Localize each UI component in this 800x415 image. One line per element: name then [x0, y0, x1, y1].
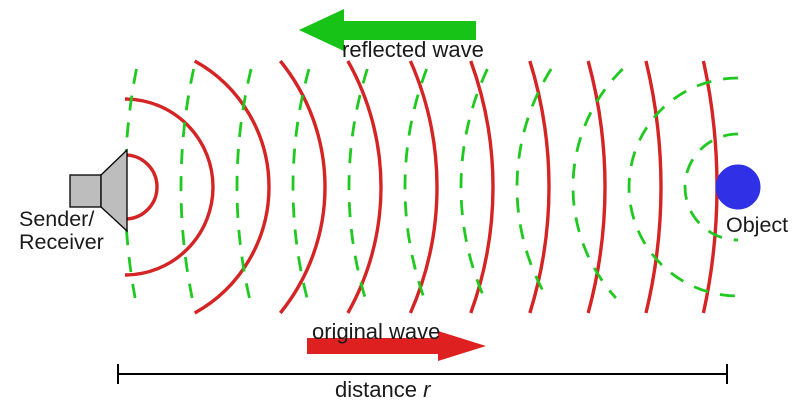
svg-text:Receiver: Receiver — [19, 230, 104, 254]
svg-text:reflected wave: reflected wave — [342, 37, 484, 62]
svg-text:Object: Object — [726, 213, 788, 237]
svg-text:distance r: distance r — [335, 377, 432, 402]
svg-text:Sender/: Sender/ — [19, 207, 94, 231]
svg-text:original wave: original wave — [312, 319, 440, 344]
